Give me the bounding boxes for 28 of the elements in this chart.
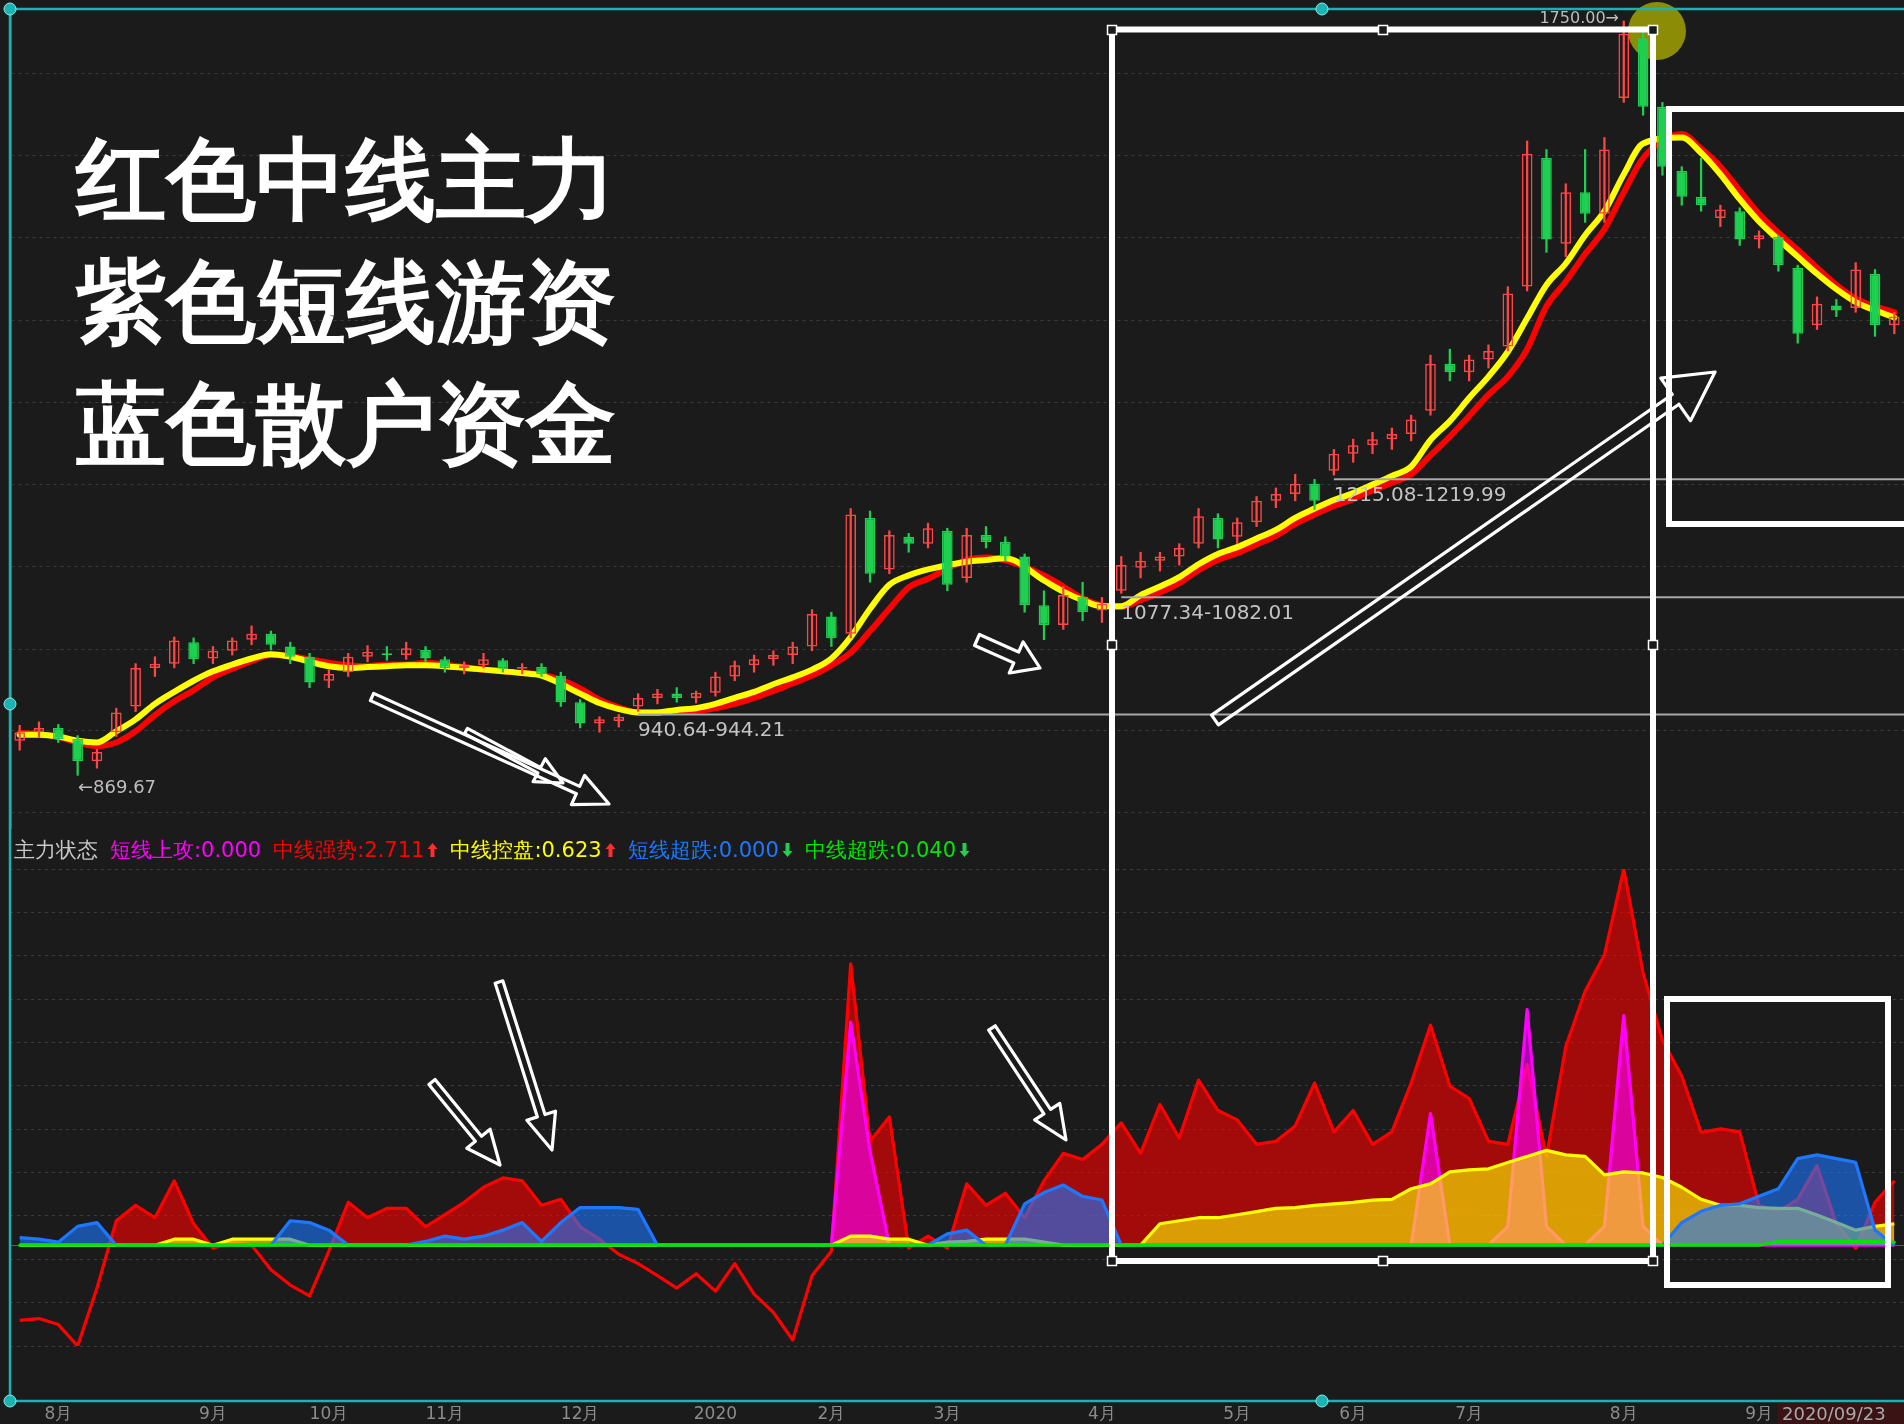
ref-line-label: 940.64-944.21	[638, 716, 786, 741]
x-tick-label: 12月	[560, 1402, 600, 1423]
x-tick-label: 8月	[44, 1402, 73, 1423]
text: 中线超跌:0.040	[804, 837, 957, 864]
x-tick-label: 9月	[199, 1402, 227, 1423]
annotation: 紫色短线游资	[76, 249, 616, 354]
x-tick-label: 10月	[309, 1402, 349, 1423]
x-tick-label: 9月	[1745, 1402, 1773, 1423]
annotation: 红色中线主力	[76, 127, 616, 232]
text: 中线控盘:0.623	[450, 837, 602, 864]
ref-line-label: 1077.34-1082.01	[1121, 599, 1294, 624]
x-tick-label: 6月	[1339, 1402, 1368, 1423]
annotation: 蓝色散户资金	[76, 371, 616, 476]
text: 短线超跌:0.000	[627, 837, 779, 864]
x-tick-label: 2月	[817, 1402, 846, 1423]
x-tick-label: 8月	[1609, 1402, 1638, 1423]
x-tick-label: 3月	[933, 1402, 962, 1423]
x-tick-label: 11月	[425, 1402, 465, 1423]
text: 中线强势:2.711	[273, 837, 425, 864]
x-tick-label: 4月	[1088, 1402, 1116, 1423]
x-tick-label: 7月	[1455, 1402, 1484, 1423]
text: 短线上攻:0.000	[110, 837, 262, 864]
x-tick-label: 2020	[693, 1402, 738, 1423]
x-tick-label: 5月	[1223, 1402, 1252, 1423]
chart-title: 主力状态	[14, 837, 98, 864]
annotation: 1750.00→	[1539, 8, 1619, 27]
annotation: ←869.67	[78, 776, 157, 797]
text: 2020/09/23	[1778, 1403, 1904, 1424]
